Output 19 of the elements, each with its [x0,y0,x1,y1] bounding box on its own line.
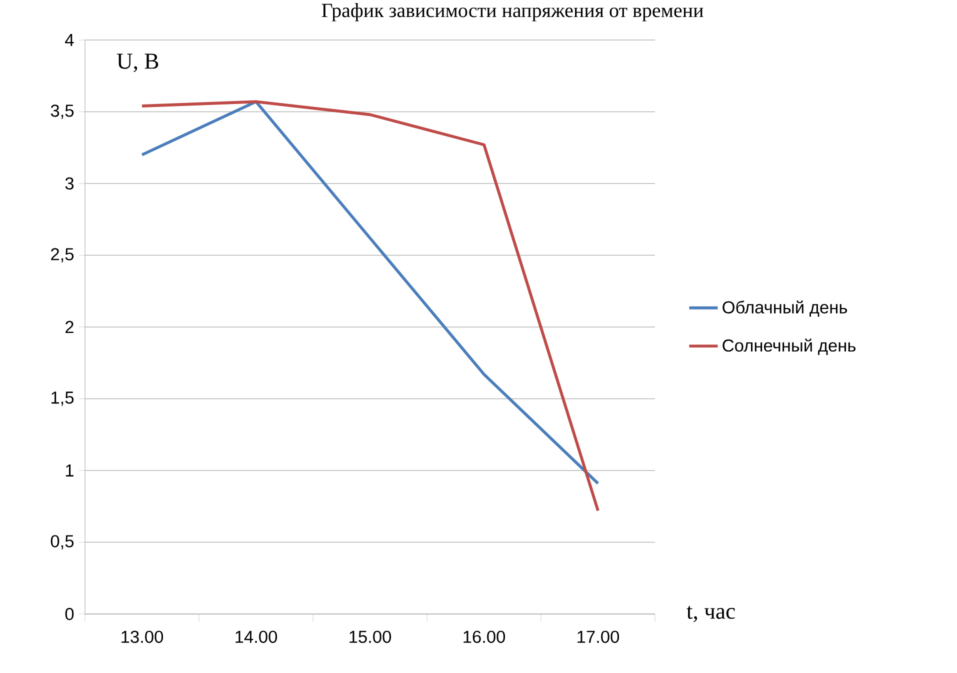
annotation: U, В [116,54,158,72]
y-tick-label: 1 [66,464,74,476]
chart-title: График зависимости напряжения от времени [322,3,704,22]
legend-label: Солнечный день [722,338,856,355]
x-tick-label: 13.00 [122,630,164,643]
x-tick-label: 17.00 [578,630,620,643]
y-tick-label: 3 [65,177,74,190]
y-tick-label: 0 [65,608,74,620]
x-tick-label: 15.00 [350,630,392,643]
y-tick-label: 1,5 [52,392,74,406]
legend-label: Облачный день [722,300,848,317]
x-tick-label: 14.00 [236,630,278,643]
y-tick-label: 0,5 [50,535,74,550]
y-tick-label: 2,5 [51,248,74,262]
y-tick-label: 4 [65,34,74,46]
text: t, час [686,606,735,622]
y-tick-label: 2 [66,320,74,334]
y-tick-label: 3,5 [50,104,74,119]
x-tick-label: 16.00 [464,630,506,643]
